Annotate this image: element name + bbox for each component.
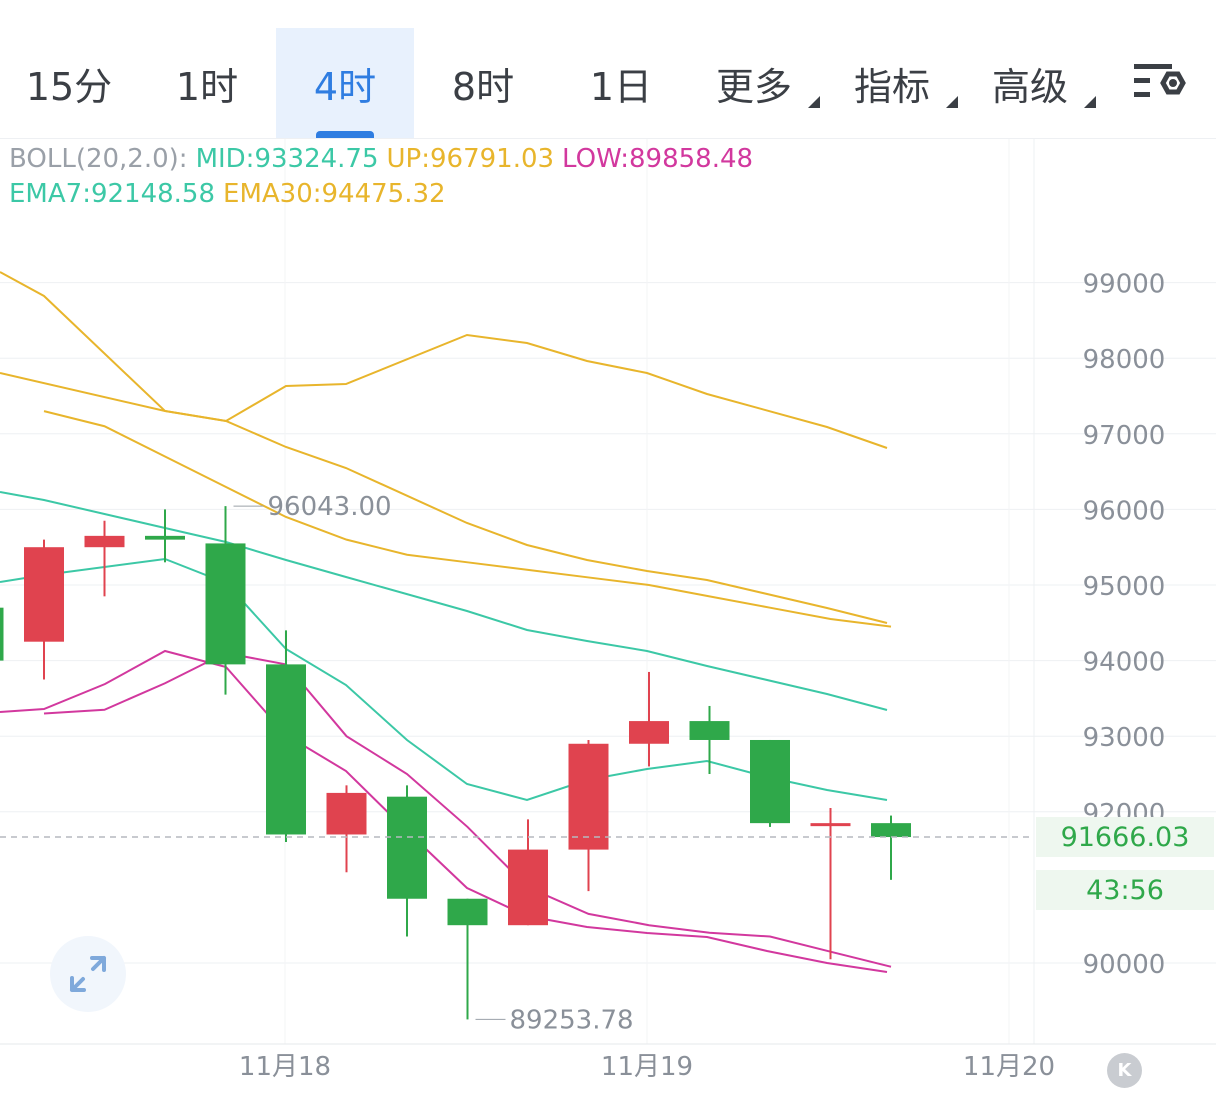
tab-15m[interactable]: 15分 <box>0 28 138 138</box>
tab-label: 8时 <box>451 64 515 109</box>
tab-label: 15分 <box>25 64 113 109</box>
dropdown-triangle-icon <box>808 96 820 108</box>
candle-body <box>750 739 790 824</box>
x-axis-tick-labels: 11月18 11月19 11月20 <box>239 1052 1055 1082</box>
current-price-badge: 91666.03 <box>1036 817 1214 857</box>
tab-label: 指标 <box>853 64 930 109</box>
y-tick-label: 90000 <box>1083 950 1166 980</box>
boll-low-line <box>43 651 892 968</box>
max-price-label: 96043.00 <box>268 492 392 522</box>
active-tab-indicator <box>316 131 374 138</box>
boll-indicator-row: BOLL(20,2.0): MID:93324.75 UP:96791.03 LOW:… <box>9 144 761 174</box>
candle-body <box>871 823 911 838</box>
dropdown-triangle-icon <box>946 96 958 108</box>
candle-body <box>145 535 185 540</box>
candle-body <box>205 543 246 665</box>
x-tick-label: 11月19 <box>601 1052 693 1082</box>
tab-indicators[interactable]: 指标 <box>828 28 958 138</box>
tab-8h[interactable]: 8时 <box>414 28 552 138</box>
chart-canvas: 9900098000970009600095000940009300092000… <box>0 139 1216 1082</box>
current-price-value: 91666.03 <box>1060 821 1190 853</box>
annotations: 96043.00 89253.78 <box>0 492 1034 1035</box>
dropdown-triangle-icon <box>1084 96 1096 108</box>
boll-label: BOLL(20,2.0): <box>9 144 188 174</box>
tab-label: 1日 <box>589 64 653 109</box>
boll-low-value: LOW:89858.48 <box>562 144 754 174</box>
tab-advanced[interactable]: 高级 <box>966 28 1096 138</box>
ema7-line <box>0 557 888 802</box>
tab-label: 1时 <box>175 64 239 109</box>
tab-1h[interactable]: 1时 <box>138 28 276 138</box>
candle-body <box>447 898 488 926</box>
boll-low-line <box>0 649 888 973</box>
gridlines <box>0 139 1216 1045</box>
k-line-button[interactable]: K <box>1107 1053 1142 1088</box>
y-tick-label: 93000 <box>1083 723 1166 753</box>
indicator-lines <box>0 271 892 973</box>
candle-body <box>24 547 64 642</box>
boll-mid-line <box>0 491 888 711</box>
boll-up-line <box>43 410 892 628</box>
y-tick-label: 95000 <box>1083 572 1166 602</box>
tab-1d[interactable]: 1日 <box>552 28 690 138</box>
expand-arrows-icon[interactable] <box>50 936 126 1012</box>
candlestick-chart[interactable]: 99000 98000 97000 96000 95000 94000 93000 92000… <box>0 139 1216 1094</box>
candle-body <box>689 721 730 740</box>
candle-body <box>508 849 548 926</box>
candle-body <box>84 535 125 548</box>
x-tick-label: 11月18 <box>239 1052 331 1082</box>
chart-settings-icon[interactable] <box>1130 58 1188 108</box>
k-button-label: K <box>1117 1060 1132 1081</box>
candle-body <box>387 796 427 899</box>
tab-label: 高级 <box>991 64 1068 109</box>
tab-more[interactable]: 更多 <box>690 28 820 138</box>
ema-indicator-row: EMA7:92148.58 EMA30:94475.32 <box>9 179 454 209</box>
ema30-value: EMA30:94475.32 <box>223 179 446 209</box>
min-price-label: 89253.78 <box>510 1005 634 1035</box>
x-tick-label: 11月20 <box>963 1052 1055 1082</box>
candle-body <box>266 664 306 835</box>
boll-mid-value: MID:93324.75 <box>195 144 379 174</box>
y-tick-label: 97000 <box>1083 421 1166 451</box>
candle-body <box>0 607 4 661</box>
ema30-line <box>0 372 888 624</box>
candle-body <box>568 743 609 850</box>
tab-4h[interactable]: 4时 <box>276 28 414 138</box>
candle-body <box>810 823 851 827</box>
y-tick-label: 99000 <box>1083 270 1166 300</box>
candle-body <box>629 721 669 744</box>
candle-body <box>326 792 367 835</box>
countdown-value: 43:56 <box>1086 874 1164 906</box>
ema7-value: EMA7:92148.58 <box>9 179 216 209</box>
candles <box>0 506 911 1020</box>
timeframe-tab-bar: 15分 1时 4时 8时 1日 更多 指标 高级 <box>0 0 1216 139</box>
tab-label: 4时 <box>313 64 377 109</box>
y-tick-label: 94000 <box>1083 648 1166 678</box>
tab-label: 更多 <box>715 64 792 109</box>
boll-up-value: UP:96791.03 <box>386 144 555 174</box>
ema30-line <box>0 271 888 449</box>
y-tick-label: 98000 <box>1083 345 1166 375</box>
countdown-badge: 43:56 <box>1036 870 1214 910</box>
y-tick-label: 96000 <box>1083 496 1166 526</box>
